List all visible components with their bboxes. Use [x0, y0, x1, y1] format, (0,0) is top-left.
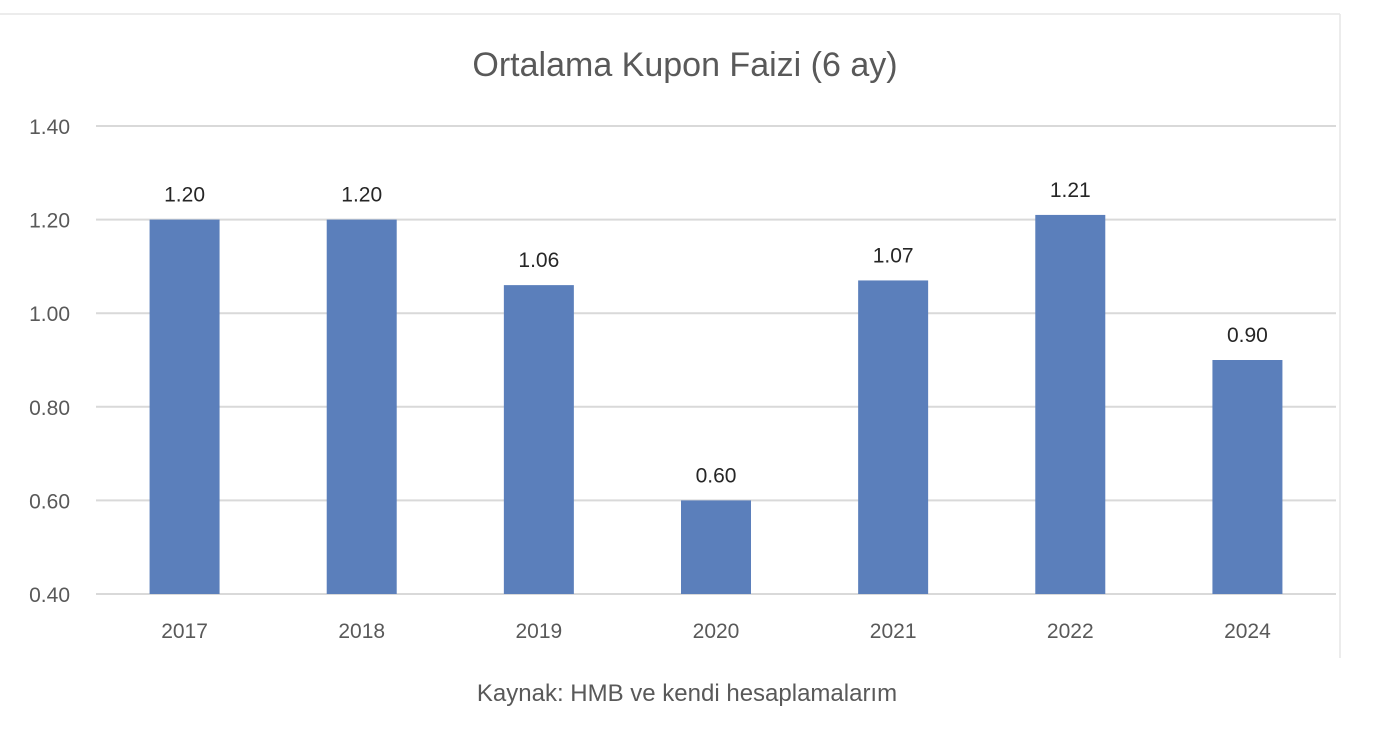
data-label: 0.90: [1227, 324, 1268, 347]
x-tick-label: 2017: [161, 620, 208, 643]
x-tick-label: 2020: [693, 620, 740, 643]
source-caption: Kaynak: HMB ve kendi hesaplamalarım: [476, 680, 898, 707]
bar-2020: [681, 500, 751, 594]
bar-2024: [1212, 360, 1283, 594]
data-label: 1.20: [341, 184, 382, 207]
bar-2022: [1035, 214, 1106, 595]
y-tick-label: 0.80: [29, 397, 70, 420]
data-labels: 1.20 1.20 1.06 0.60 1.07 1.21 0.90: [164, 179, 1268, 487]
y-axis-ticks: 0.40 0.60 0.80 1.00 1.20 1.40: [29, 116, 70, 607]
data-label: 1.20: [164, 184, 205, 207]
y-tick-label: 0.40: [29, 584, 70, 607]
x-tick-label: 2024: [1224, 620, 1271, 643]
x-tick-label: 2018: [338, 620, 385, 643]
data-label: 0.60: [696, 464, 737, 487]
y-tick-label: 1.00: [29, 303, 70, 326]
data-label: 1.21: [1050, 179, 1091, 202]
bar-2019: [503, 285, 574, 594]
x-tick-label: 2019: [515, 620, 562, 643]
bar-2021: [858, 280, 929, 594]
x-tick-label: 2022: [1047, 620, 1094, 643]
y-tick-label: 1.20: [29, 210, 70, 233]
y-tick-label: 0.60: [29, 490, 70, 513]
bars: [149, 214, 1283, 595]
x-axis-ticks: 2017 2018 2019 2020 2021 2022 2024: [161, 620, 1271, 643]
data-label: 1.07: [873, 244, 914, 267]
y-tick-label: 1.40: [29, 116, 70, 139]
bar-2018: [326, 219, 397, 594]
bar-2017: [149, 219, 220, 594]
chart-title: Ortalama Kupon Faizi (6 ay): [472, 46, 897, 84]
data-label: 1.06: [518, 249, 559, 272]
x-tick-label: 2021: [870, 620, 917, 643]
